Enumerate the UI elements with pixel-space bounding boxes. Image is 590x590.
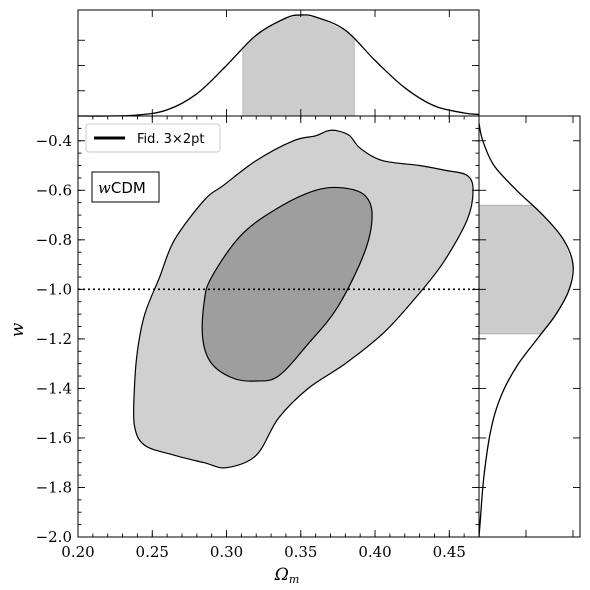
y-tick-label: −0.4 — [36, 132, 72, 150]
x-tick-label: 0.35 — [284, 543, 317, 561]
model-tag-prefix: w — [98, 179, 111, 197]
legend: Fid. 3×2pt — [85, 123, 221, 153]
y-tick-label: −1.2 — [36, 330, 72, 348]
model-tag-suffix: CDM — [111, 179, 146, 197]
model-tag-box — [91, 171, 160, 203]
legend-box — [85, 123, 221, 153]
inner-contour-1sigma — [201, 186, 373, 382]
main-plot-frame — [77, 115, 480, 538]
x-tick-labels: 0.20 0.25 0.30 0.35 0.40 0.45 — [61, 543, 466, 561]
y-tick-label: −1.0 — [36, 280, 72, 298]
right-marginal-ticks — [479, 116, 580, 538]
y-tick-label: −1.8 — [36, 478, 72, 496]
y-tick-label: −0.6 — [36, 181, 72, 199]
y-tick-labels: −0.4 −0.6 −0.8 −1.0 −1.2 −1.4 −1.6 −1.8 −2.0 — [36, 132, 72, 546]
x-tick-label: 0.45 — [433, 543, 466, 561]
legend-label: Fid. 3×2pt — [137, 132, 204, 147]
right-marginal-interval-fill — [479, 205, 573, 334]
y-tick-label: −0.8 — [36, 231, 72, 249]
right-marginal-curve — [478, 123, 574, 538]
y-tick-label: −1.4 — [36, 379, 72, 397]
top-marginal-panel — [77, 9, 480, 117]
model-tag: wCDM — [91, 171, 160, 203]
x-axis-label: Ωm — [274, 565, 300, 586]
main-ticks — [77, 115, 480, 538]
x-tick-label: 0.30 — [210, 543, 243, 561]
x-axis-label-subscript: m — [289, 573, 299, 586]
y-axis-label: w — [8, 322, 28, 337]
x-axis-label-main: Ω — [274, 565, 289, 585]
main-panel: 0.20 0.25 0.30 0.35 0.40 0.45 −0.4 −0.6 −0.8 −1.… — [8, 115, 480, 586]
model-tag-text: wCDM — [98, 179, 146, 197]
y-tick-label: −2.0 — [36, 528, 72, 546]
x-tick-label: 0.25 — [136, 543, 169, 561]
x-tick-label: 0.40 — [358, 543, 391, 561]
y-tick-label: −1.6 — [36, 429, 72, 447]
x-tick-label: 0.20 — [61, 543, 94, 561]
right-marginal-panel — [478, 115, 581, 538]
top-marginal-ticks — [77, 10, 479, 116]
top-marginal-interval-fill — [242, 15, 355, 117]
